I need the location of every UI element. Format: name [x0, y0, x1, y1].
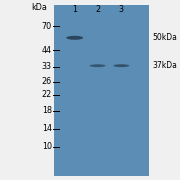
Bar [54, 5, 149, 176]
Text: 3: 3 [119, 4, 124, 14]
Text: 1: 1 [72, 4, 77, 14]
Text: 70: 70 [42, 22, 52, 31]
Text: 14: 14 [42, 124, 52, 133]
Ellipse shape [113, 64, 129, 67]
Text: 22: 22 [42, 90, 52, 99]
Ellipse shape [66, 36, 83, 40]
Text: 44: 44 [42, 46, 52, 55]
Text: 33: 33 [42, 62, 52, 71]
Text: 2: 2 [95, 4, 100, 14]
Text: 26: 26 [42, 77, 52, 86]
Ellipse shape [90, 64, 106, 67]
Ellipse shape [116, 65, 126, 66]
Text: 37kDa: 37kDa [152, 61, 177, 70]
Text: 18: 18 [42, 106, 52, 115]
Text: kDa: kDa [32, 3, 48, 12]
Ellipse shape [70, 37, 80, 39]
Text: 10: 10 [42, 142, 52, 151]
Ellipse shape [93, 65, 102, 66]
Text: 50kDa: 50kDa [152, 33, 177, 42]
